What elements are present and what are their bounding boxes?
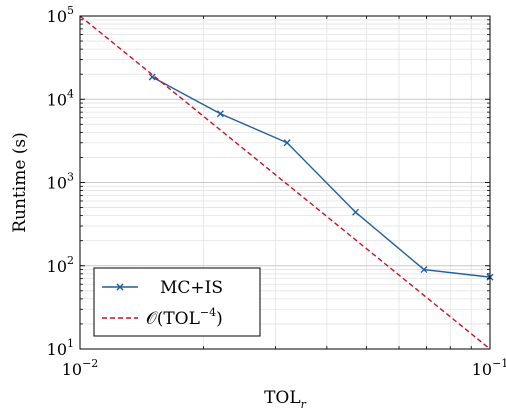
series-line: [151, 76, 491, 278]
legend-entry: 𝒪(TOL−4): [102, 306, 223, 329]
x-tick-label: 10−1: [472, 357, 506, 379]
legend: MC+IS 𝒪(TOL−4): [93, 267, 261, 337]
y-tick-label: 101: [47, 337, 74, 359]
legend-entry: MC+IS: [102, 278, 223, 298]
data-point-marker: [148, 73, 156, 81]
axis-ticks: [79, 15, 491, 350]
y-tick-label: 105: [47, 4, 74, 26]
x-axis-label: TOLr: [264, 388, 307, 411]
legend-label: MC+IS: [160, 278, 223, 298]
series-line: [79, 15, 491, 350]
series-layer: [79, 15, 494, 350]
y-axis-label: Runtime (s): [10, 132, 30, 233]
data-point-marker: [352, 208, 360, 216]
y-tick-label: 102: [47, 254, 74, 276]
y-tick-label: 104: [47, 87, 74, 109]
legend-label: 𝒪(TOL−4): [146, 306, 223, 329]
data-point-marker: [216, 110, 224, 118]
x-tick-label: 10−2: [62, 357, 99, 379]
data-point-marker: [420, 266, 428, 274]
legend-entries: MC+IS 𝒪(TOL−4): [102, 278, 223, 329]
data-point-marker: [283, 139, 291, 147]
legend-box: [93, 267, 261, 337]
y-tick-label: 103: [47, 171, 74, 193]
tick-labels: 101 102 103 104 105 10−2 10−1: [47, 4, 506, 379]
